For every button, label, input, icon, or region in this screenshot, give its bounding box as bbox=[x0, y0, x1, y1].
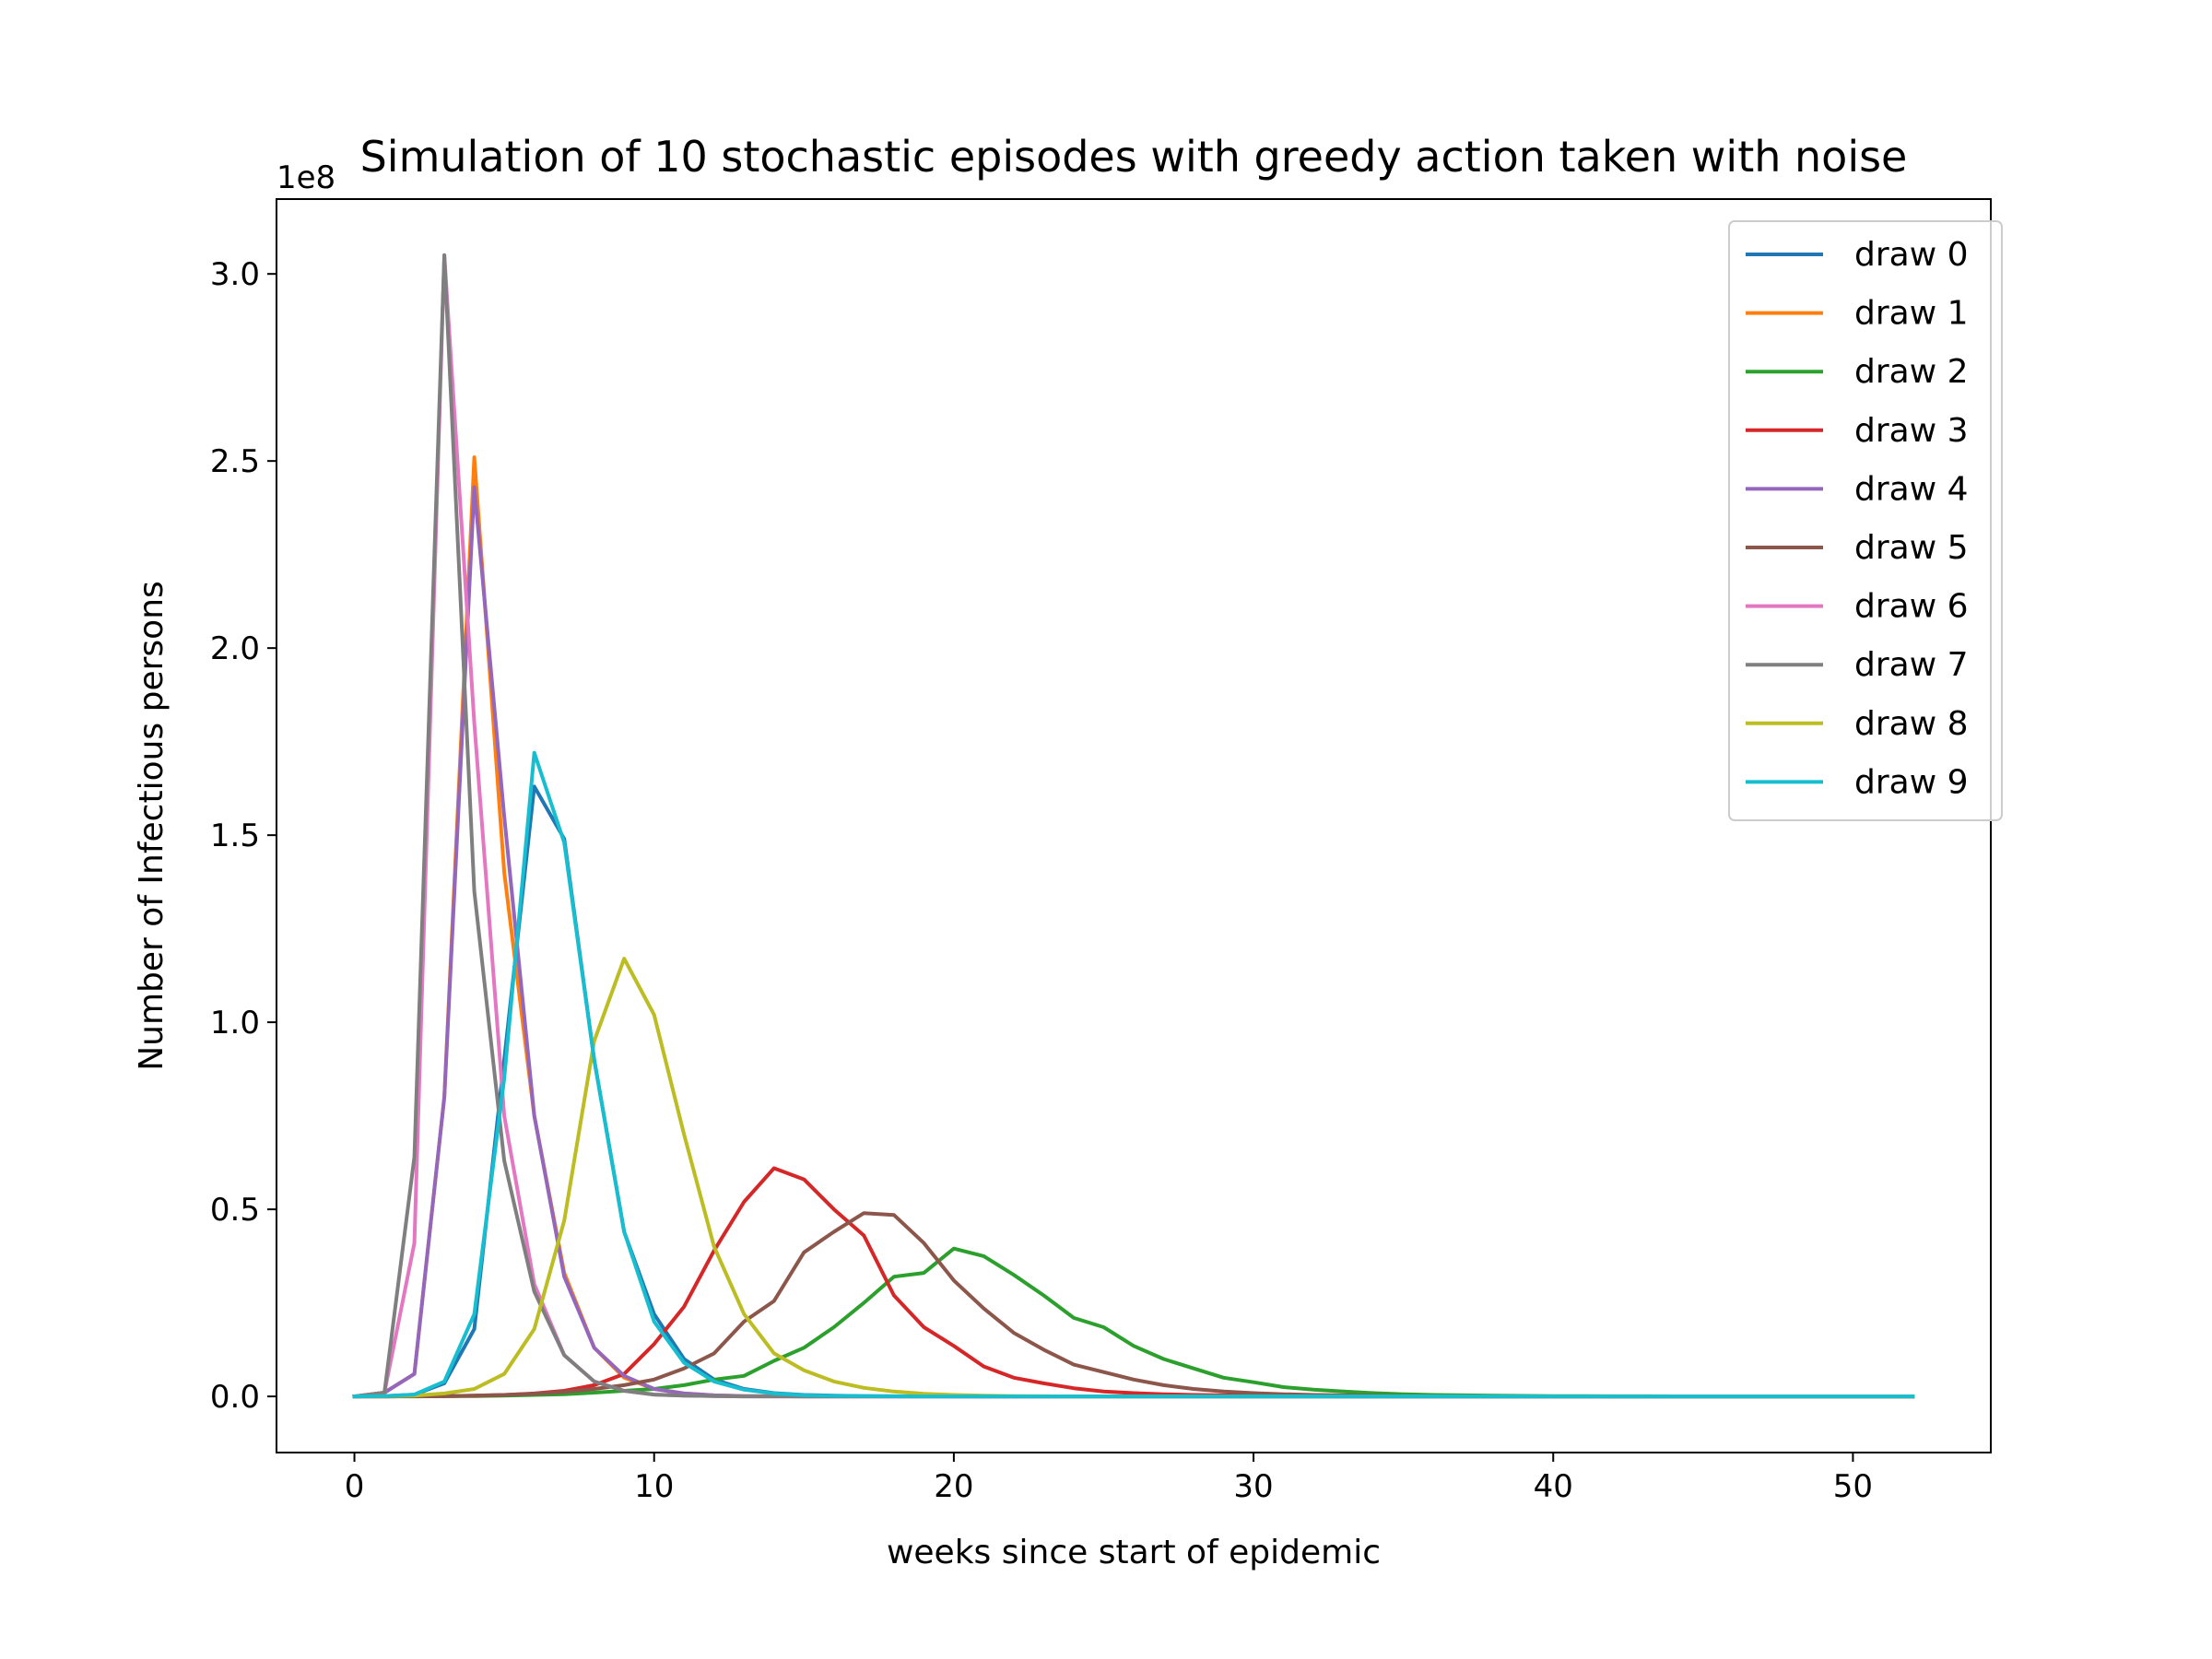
y-tick-label: 1.0 bbox=[210, 1005, 260, 1041]
legend-label: draw 5 bbox=[1854, 529, 1969, 567]
x-tick-label: 30 bbox=[1233, 1468, 1273, 1505]
legend-label: draw 8 bbox=[1854, 705, 1969, 743]
x-tick-label: 50 bbox=[1833, 1468, 1873, 1505]
chart-title: Simulation of 10 stochastic episodes wit… bbox=[360, 132, 1908, 182]
legend-label: draw 6 bbox=[1854, 588, 1969, 626]
x-tick-label: 10 bbox=[634, 1468, 674, 1505]
legend-label: draw 0 bbox=[1854, 236, 1969, 274]
y-axis-offset-label: 1e8 bbox=[276, 159, 335, 196]
y-axis-label: Number of Infectious persons bbox=[133, 581, 171, 1071]
legend-label: draw 7 bbox=[1854, 646, 1969, 684]
legend-label: draw 9 bbox=[1854, 763, 1969, 801]
legend-label: draw 3 bbox=[1854, 412, 1969, 450]
y-tick-label: 2.0 bbox=[210, 630, 260, 667]
legend-label: draw 4 bbox=[1854, 470, 1969, 508]
y-tick-label: 3.0 bbox=[210, 256, 260, 293]
x-tick-label: 0 bbox=[345, 1468, 365, 1505]
x-tick-label: 40 bbox=[1534, 1468, 1573, 1505]
legend-label: draw 2 bbox=[1854, 353, 1969, 391]
y-tick-label: 0.5 bbox=[210, 1192, 260, 1229]
y-tick-label: 0.0 bbox=[210, 1379, 260, 1416]
y-tick-label: 2.5 bbox=[210, 443, 260, 480]
x-tick-label: 20 bbox=[934, 1468, 973, 1505]
legend-label: draw 1 bbox=[1854, 295, 1969, 333]
x-axis-label: weeks since start of epidemic bbox=[887, 1534, 1381, 1571]
legend: draw 0 draw 1 draw 2 draw 3 draw 4 draw 5 draw… bbox=[1729, 221, 2002, 820]
y-tick-label: 1.5 bbox=[210, 818, 260, 854]
